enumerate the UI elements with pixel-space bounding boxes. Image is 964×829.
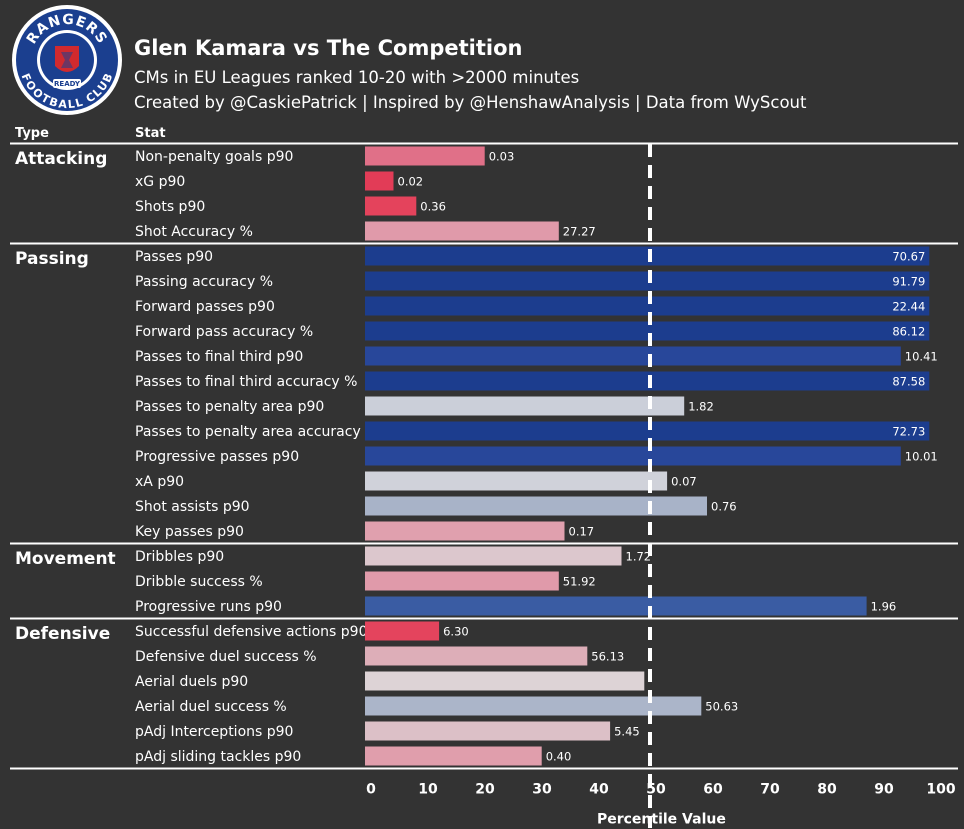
- bar-value-label: 0.36: [420, 200, 446, 214]
- stat-label: Passes p90: [135, 249, 213, 265]
- stat-label: Progressive runs p90: [135, 599, 282, 615]
- stat-column-header: Stat: [135, 126, 166, 141]
- percentile-bar: [365, 296, 930, 316]
- percentile-bar: [365, 396, 685, 416]
- stat-label: pAdj sliding tackles p90: [135, 749, 301, 765]
- rangers-crest-logo: RANGERS FOOTBALL CLUB READY: [12, 5, 122, 115]
- logo-motto: READY: [54, 80, 81, 88]
- x-tick-label: 0: [366, 782, 376, 798]
- stat-label: xA p90: [135, 474, 184, 490]
- percentile-bar: [365, 371, 930, 391]
- percentile-bar: [365, 546, 622, 566]
- bar-value-label: 6.30: [443, 625, 469, 639]
- bar-value-label: 0.02: [398, 175, 424, 189]
- stat-label: Progressive passes p90: [135, 449, 299, 465]
- bar-value-label: 87.58: [892, 375, 925, 389]
- stat-label: Aerial duel success %: [135, 699, 287, 715]
- percentile-bar: [365, 146, 485, 166]
- x-axis-label: Percentile Value: [597, 812, 726, 828]
- percentile-bar: [365, 671, 645, 691]
- percentile-bar: [365, 721, 611, 741]
- bar-value-label: 1.82: [688, 400, 714, 414]
- bar-value-label: 72.73: [892, 425, 925, 439]
- percentile-bar: [365, 171, 394, 191]
- stat-label: Passes to penalty area p90: [135, 399, 324, 415]
- bar-value-label: 10.01: [905, 450, 938, 464]
- stat-label: Passes to final third accuracy %: [135, 374, 357, 390]
- chart-title: Glen Kamara vs The Competition: [134, 36, 523, 60]
- percentile-bar: [365, 696, 702, 716]
- stat-label: Shots p90: [135, 199, 205, 215]
- x-tick-label: 100: [926, 782, 955, 798]
- stat-label: xG p90: [135, 174, 185, 190]
- percentile-bar: [365, 621, 440, 641]
- percentile-bar: [365, 496, 707, 516]
- stat-label: Defensive duel success %: [135, 649, 317, 665]
- bar-value-label: 50.63: [705, 700, 738, 714]
- percentile-bar: [365, 271, 930, 291]
- bar-value-label: 1.72: [626, 550, 652, 564]
- stat-label: Dribble success %: [135, 574, 263, 590]
- chart-subtitle: CMs in EU Leagues ranked 10-20 with >200…: [134, 68, 580, 87]
- x-tick-label: 80: [817, 782, 837, 798]
- bar-value-label: 0.76: [711, 500, 737, 514]
- stat-label: Key passes p90: [135, 524, 244, 540]
- stat-label: Passing accuracy %: [135, 274, 273, 290]
- bar-value-label: 22.44: [892, 300, 925, 314]
- bar-value-label: 0.40: [546, 750, 572, 764]
- stat-label: Passes to penalty area accuracy %: [135, 424, 379, 440]
- bar-value-label: 0.07: [671, 475, 697, 489]
- stat-label: Successful defensive actions p90: [135, 624, 367, 640]
- stat-label: Non-penalty goals p90: [135, 149, 293, 165]
- x-tick-label: 30: [532, 782, 552, 798]
- group-label: Passing: [15, 249, 89, 269]
- bar-value-label: 27.27: [563, 225, 596, 239]
- bar-value-label: 0.17: [569, 525, 595, 539]
- x-tick-label: 40: [589, 782, 609, 798]
- x-tick-label: 50: [646, 782, 666, 798]
- group-label: Attacking: [15, 149, 107, 169]
- stat-label: Dribbles p90: [135, 549, 224, 565]
- group-label: Movement: [15, 549, 116, 569]
- bar-value-label: 70.67: [892, 250, 925, 264]
- percentile-bar: [365, 421, 930, 441]
- group-label: Defensive: [15, 624, 110, 644]
- bar-value-label: 86.12: [892, 325, 925, 339]
- bar-value-label: 1.96: [871, 600, 897, 614]
- percentile-bar: [365, 596, 867, 616]
- bar-value-label: 56.13: [591, 650, 624, 664]
- type-column-header: Type: [15, 126, 49, 141]
- percentile-bar: [365, 646, 588, 666]
- bar-value-label: 5.45: [614, 725, 640, 739]
- bar-value-label: 51.92: [563, 575, 596, 589]
- x-tick-label: 60: [703, 782, 723, 798]
- x-tick-label: 90: [874, 782, 894, 798]
- percentile-bar: [365, 221, 559, 241]
- chart-credit: Created by @CaskiePatrick | Inspired by …: [134, 93, 807, 112]
- x-tick-label: 10: [418, 782, 438, 798]
- percentile-bar: [365, 571, 559, 591]
- percentile-bar: [365, 196, 417, 216]
- stat-label: Aerial duels p90: [135, 674, 248, 690]
- stat-label: pAdj Interceptions p90: [135, 724, 293, 740]
- stat-label: Forward passes p90: [135, 299, 275, 315]
- stat-label: Shot Accuracy %: [135, 224, 253, 240]
- bar-value-label: 0.03: [489, 150, 515, 164]
- x-tick-label: 70: [760, 782, 780, 798]
- bar-value-label: 10.41: [905, 350, 938, 364]
- percentile-bar: [365, 446, 901, 466]
- percentile-bar: [365, 321, 930, 341]
- percentile-bar: [365, 346, 901, 366]
- x-tick-label: 20: [475, 782, 495, 798]
- stat-label: Forward pass accuracy %: [135, 324, 313, 340]
- percentile-bar: [365, 521, 565, 541]
- stat-label: Passes to final third p90: [135, 349, 303, 365]
- bar-value-label: 91.79: [892, 275, 925, 289]
- percentile-bar: [365, 471, 668, 491]
- percentile-bar: [365, 746, 542, 766]
- percentile-bar: [365, 246, 930, 266]
- stat-label: Shot assists p90: [135, 499, 250, 515]
